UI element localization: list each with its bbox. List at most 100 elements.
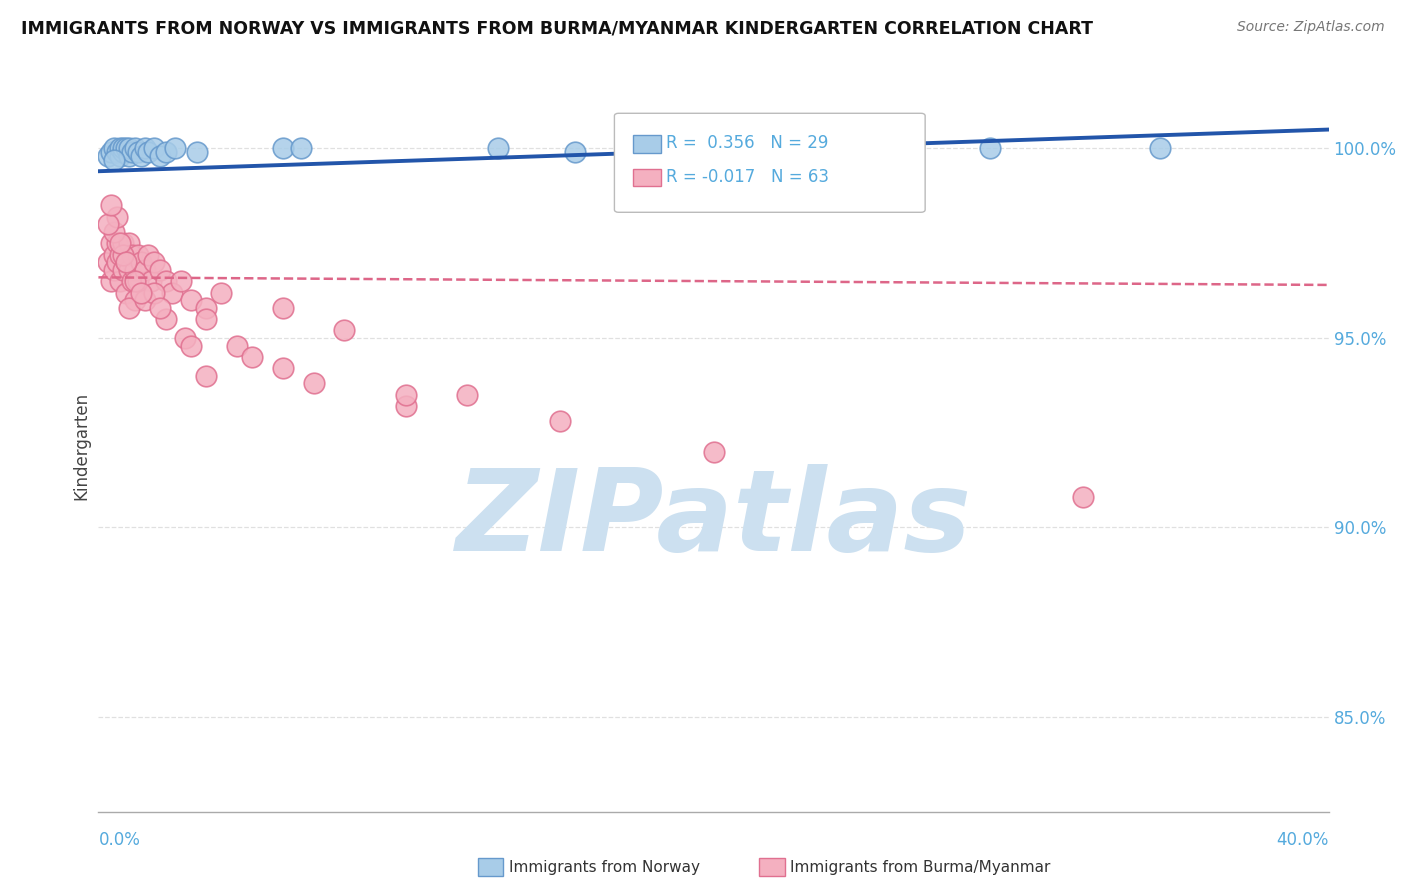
Point xyxy=(97,217,120,231)
Point xyxy=(136,145,159,160)
Point xyxy=(127,247,149,261)
Point xyxy=(195,368,218,383)
Point xyxy=(149,262,172,277)
Point xyxy=(108,141,131,155)
Point xyxy=(112,262,135,277)
Text: ZIPatlas: ZIPatlas xyxy=(456,464,972,574)
Point xyxy=(149,301,172,315)
Point xyxy=(142,285,165,300)
Point xyxy=(97,149,120,163)
Text: 0.0%: 0.0% xyxy=(98,831,141,849)
Point xyxy=(456,388,478,402)
Point xyxy=(548,414,571,428)
Point xyxy=(134,262,156,277)
Point xyxy=(155,274,177,288)
Text: Source: ZipAtlas.com: Source: ZipAtlas.com xyxy=(1237,20,1385,34)
Point xyxy=(100,198,122,212)
Point xyxy=(100,236,122,251)
Point xyxy=(118,236,141,251)
Point xyxy=(105,145,128,160)
Point xyxy=(118,149,141,163)
Point xyxy=(108,149,131,163)
Point xyxy=(149,149,172,163)
Point xyxy=(124,293,146,307)
Point xyxy=(134,293,156,307)
Point xyxy=(108,247,131,261)
Point xyxy=(979,141,1001,155)
Point xyxy=(173,331,195,345)
Point xyxy=(124,274,146,288)
Point xyxy=(103,141,125,155)
Point xyxy=(195,301,218,315)
Text: IMMIGRANTS FROM NORWAY VS IMMIGRANTS FROM BURMA/MYANMAR KINDERGARTEN CORRELATION: IMMIGRANTS FROM NORWAY VS IMMIGRANTS FRO… xyxy=(21,20,1092,37)
Point xyxy=(180,293,202,307)
Point xyxy=(395,399,418,413)
Point xyxy=(395,388,418,402)
Point xyxy=(271,361,294,376)
Point xyxy=(142,255,165,269)
Point xyxy=(103,153,125,167)
Point xyxy=(271,141,294,155)
Point xyxy=(186,145,208,160)
Point xyxy=(105,210,128,224)
Point xyxy=(103,247,125,261)
Point xyxy=(115,141,138,155)
Point xyxy=(124,141,146,155)
Point xyxy=(127,274,149,288)
Point xyxy=(271,301,294,315)
Point xyxy=(97,255,120,269)
Point xyxy=(121,247,143,261)
Point xyxy=(105,255,128,269)
Point xyxy=(118,141,141,155)
Point xyxy=(139,274,162,288)
Point xyxy=(103,225,125,239)
Y-axis label: Kindergarten: Kindergarten xyxy=(72,392,90,500)
Point xyxy=(134,141,156,155)
Text: Immigrants from Norway: Immigrants from Norway xyxy=(509,860,700,874)
Point xyxy=(703,444,725,458)
Point xyxy=(162,285,183,300)
Point xyxy=(131,149,153,163)
Point xyxy=(225,338,247,352)
Point xyxy=(1071,490,1094,504)
Point xyxy=(195,312,218,326)
Point xyxy=(155,312,177,326)
Point xyxy=(124,262,146,277)
Point xyxy=(165,141,187,155)
Point xyxy=(240,350,263,364)
Point xyxy=(290,141,312,155)
Point xyxy=(103,262,125,277)
Point xyxy=(121,145,143,160)
Point xyxy=(108,236,131,251)
Point xyxy=(112,145,135,160)
Point xyxy=(211,285,233,300)
Point xyxy=(136,247,159,261)
Point xyxy=(486,141,509,155)
Point xyxy=(170,274,193,288)
Point xyxy=(112,247,135,261)
Point xyxy=(121,274,143,288)
Point xyxy=(118,262,141,277)
Point xyxy=(155,145,177,160)
Point xyxy=(100,145,122,160)
Point xyxy=(100,274,122,288)
Text: R =  0.356   N = 29: R = 0.356 N = 29 xyxy=(666,134,828,152)
Point xyxy=(112,141,135,155)
Point xyxy=(1149,141,1171,155)
Point xyxy=(115,255,138,269)
Point xyxy=(131,255,153,269)
Point xyxy=(142,141,165,155)
Point xyxy=(105,236,128,251)
Point xyxy=(131,285,153,300)
Point xyxy=(180,338,202,352)
Point xyxy=(108,274,131,288)
Point xyxy=(333,323,356,337)
Point xyxy=(115,255,138,269)
Point xyxy=(112,236,135,251)
Point xyxy=(115,285,138,300)
Point xyxy=(118,301,141,315)
Text: 40.0%: 40.0% xyxy=(1277,831,1329,849)
Text: R = -0.017   N = 63: R = -0.017 N = 63 xyxy=(666,168,830,186)
Point xyxy=(302,376,325,391)
Text: Immigrants from Burma/Myanmar: Immigrants from Burma/Myanmar xyxy=(790,860,1050,874)
